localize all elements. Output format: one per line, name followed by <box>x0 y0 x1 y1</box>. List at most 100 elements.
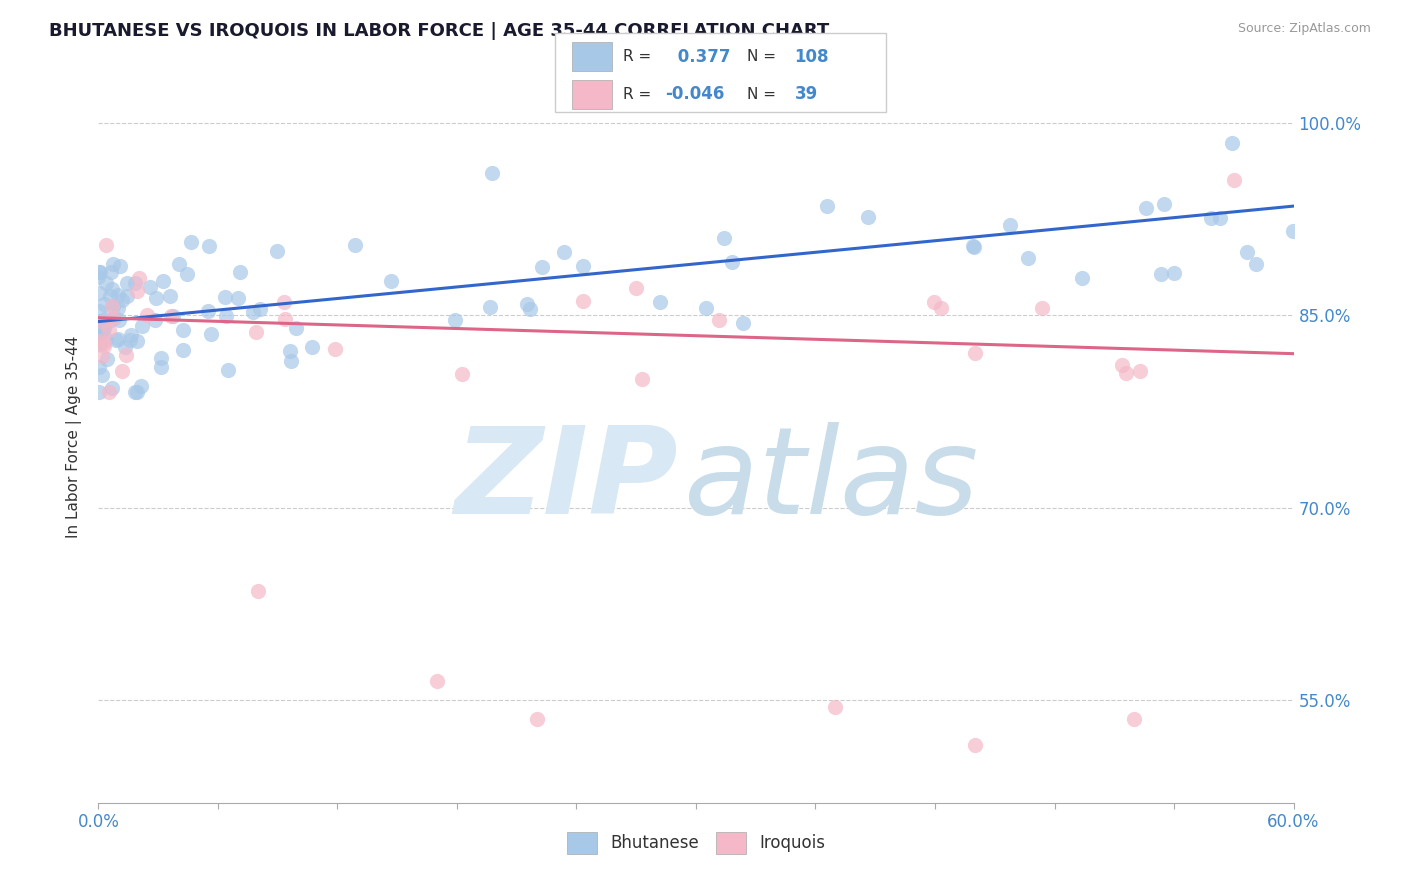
Point <box>245 325 267 339</box>
Point <box>344 238 367 252</box>
Point <box>1223 173 1246 187</box>
Point <box>120 327 142 342</box>
Point <box>87 265 110 279</box>
Point <box>89 334 111 348</box>
Point <box>145 291 167 305</box>
Text: -0.046: -0.046 <box>665 86 724 103</box>
Point <box>124 277 146 291</box>
Point <box>481 166 503 180</box>
Point <box>91 315 114 329</box>
Point <box>380 274 402 288</box>
Point <box>98 314 121 328</box>
Point <box>1150 268 1173 282</box>
Point <box>87 314 110 328</box>
Point <box>176 267 198 281</box>
Point <box>129 378 152 392</box>
Point <box>246 584 269 599</box>
Point <box>1017 251 1039 265</box>
Point <box>101 381 124 395</box>
Point <box>530 260 553 274</box>
Point <box>572 293 595 308</box>
Point <box>98 289 121 303</box>
Point <box>87 359 110 374</box>
Point <box>242 305 264 319</box>
Text: Source: ZipAtlas.com: Source: ZipAtlas.com <box>1237 22 1371 36</box>
Point <box>87 286 110 301</box>
Point <box>100 265 122 279</box>
Point <box>478 301 501 315</box>
Point <box>713 231 735 245</box>
Point <box>89 265 111 279</box>
Point <box>553 245 575 260</box>
Point <box>139 280 162 294</box>
Point <box>1281 224 1303 238</box>
Point <box>87 270 110 285</box>
Point <box>108 259 131 273</box>
Point <box>443 313 465 327</box>
Point <box>111 363 134 377</box>
Point <box>172 343 194 357</box>
Point <box>118 334 141 348</box>
Point <box>89 337 111 351</box>
Point <box>1135 201 1157 215</box>
Point <box>1163 266 1185 280</box>
Point <box>815 199 838 213</box>
Point <box>160 310 183 324</box>
Point <box>249 301 271 316</box>
Point <box>217 363 239 377</box>
Y-axis label: In Labor Force | Age 35-44: In Labor Force | Age 35-44 <box>66 336 83 538</box>
Point <box>93 335 115 350</box>
Point <box>93 321 115 335</box>
Point <box>721 255 744 269</box>
Text: BHUTANESE VS IROQUOIS IN LABOR FORCE | AGE 35-44 CORRELATION CHART: BHUTANESE VS IROQUOIS IN LABOR FORCE | A… <box>49 22 830 40</box>
Point <box>91 320 114 334</box>
Point <box>1000 218 1022 232</box>
Point <box>624 281 647 295</box>
Point <box>526 712 548 726</box>
Point <box>117 276 139 290</box>
Point <box>426 673 449 688</box>
Point <box>451 367 474 381</box>
Point <box>101 282 124 296</box>
Point <box>648 295 671 310</box>
Point <box>1111 358 1133 372</box>
Point <box>1071 271 1094 285</box>
Point <box>101 257 124 271</box>
Text: N =: N = <box>747 87 780 102</box>
Point <box>1199 211 1222 225</box>
Point <box>127 385 149 400</box>
Point <box>101 311 124 326</box>
Point <box>180 235 202 249</box>
Point <box>90 318 112 333</box>
Point <box>125 334 148 348</box>
Point <box>630 372 652 386</box>
Point <box>97 323 120 337</box>
Point <box>124 385 146 400</box>
Point <box>93 297 115 311</box>
Point <box>280 353 302 368</box>
Point <box>1208 211 1230 226</box>
Point <box>229 265 252 279</box>
Point <box>159 289 181 303</box>
Point <box>97 385 120 400</box>
Point <box>103 310 125 325</box>
Point <box>198 239 221 253</box>
Point <box>114 340 136 354</box>
Point <box>965 346 987 360</box>
Point <box>707 313 730 327</box>
Point <box>519 302 541 317</box>
Legend: Bhutanese, Iroquois: Bhutanese, Iroquois <box>560 826 832 860</box>
Point <box>215 309 238 323</box>
Point <box>856 211 879 225</box>
Point <box>128 270 150 285</box>
Point <box>152 274 174 288</box>
Point <box>824 699 846 714</box>
Point <box>131 318 153 333</box>
Point <box>104 333 127 347</box>
Point <box>274 311 297 326</box>
Text: N =: N = <box>747 49 780 64</box>
Point <box>150 360 173 375</box>
Point <box>87 385 110 400</box>
Point <box>107 288 129 302</box>
Point <box>107 332 129 346</box>
